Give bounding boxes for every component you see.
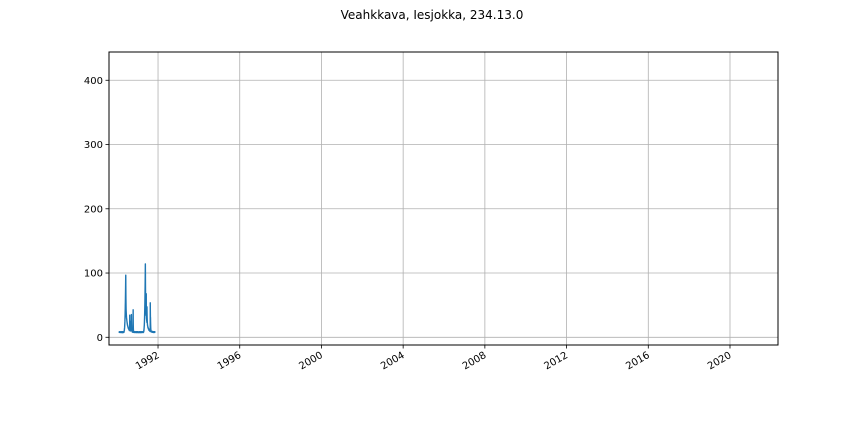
y-tick-label: 100 [84,269,103,280]
x-tick-label: 2000 [297,350,325,372]
x-tick-label: 2012 [543,350,571,372]
x-tick-label: 1992 [134,350,162,372]
chart-title: Veahkkava, Iesjokka, 234.13.0 [341,8,524,22]
x-tick-label: 2016 [624,350,652,372]
y-tick-label: 200 [84,204,103,215]
x-tick-label: 2020 [706,350,734,372]
x-tick-label: 2008 [461,350,489,372]
y-tick-label: 300 [84,140,103,151]
y-axis: 0 100 200 300 400 [84,76,109,344]
x-tick-label: 1996 [216,350,244,372]
discharge-series-line [119,264,155,333]
x-tick-label: 2004 [379,350,407,372]
x-axis: 1992 1996 2000 2004 2008 2012 2016 2020 [134,345,734,372]
y-tick-label: 400 [84,76,103,87]
grid [109,52,778,345]
axes-frame [109,52,778,345]
y-tick-label: 0 [97,333,103,344]
